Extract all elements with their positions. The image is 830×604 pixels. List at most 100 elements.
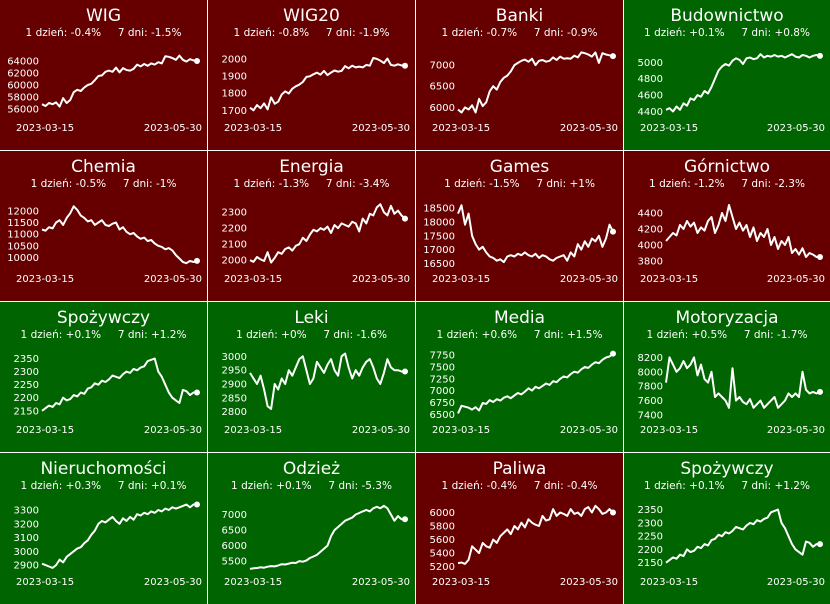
last-point <box>610 228 616 235</box>
y-tick-label: 6000 <box>430 103 455 114</box>
line-chart: 16500 17000 17500 18000 18500 2023-03-15 2023-… <box>423 204 618 285</box>
series-line <box>41 357 197 412</box>
last-point <box>817 541 823 548</box>
x-start-date: 2023-03-15 <box>432 577 490 588</box>
panel-13: Odzież 1 dzień: +0.1% 7 dni: -5.3% 5500 600… <box>208 453 415 604</box>
panel-title: WIG20 <box>283 6 340 26</box>
x-end-date: 2023-05-30 <box>767 123 825 134</box>
day7-label: 7 dni: <box>743 329 774 341</box>
y-tick-label: 18500 <box>423 204 455 215</box>
y-tick-label: 1700 <box>222 106 247 117</box>
panel-title: Chemia <box>71 157 136 177</box>
change-summary: 1 dzień: +0.5% 7 dni: -1.7% <box>624 329 830 341</box>
series-line <box>457 504 614 565</box>
day1-value: -0.4% <box>67 27 102 39</box>
day7-value: -1.5% <box>147 27 182 39</box>
series-line <box>41 54 198 108</box>
x-start-date: 2023-03-15 <box>432 425 490 436</box>
y-tick-label: 5400 <box>430 549 455 560</box>
day7-value: -0.9% <box>563 27 598 39</box>
change-summary: 1 dzień: -0.5% 7 dni: -1% <box>0 178 207 190</box>
day1-label: 1 dzień: <box>25 27 68 39</box>
line-chart: 6000 6500 7000 2023-03-15 2023-05-30 <box>430 51 618 134</box>
day1-label: 1 dzień: <box>233 178 276 190</box>
y-tick-label: 7800 <box>638 382 663 393</box>
day7-label: 7 dni: <box>741 27 772 39</box>
y-tick-label: 2300 <box>222 208 247 219</box>
panel-15: Spożywczy 1 dzień: +0.1% 7 dni: +1.2% 2150… <box>624 453 830 604</box>
day1-value: -1.2% <box>690 178 725 190</box>
x-end-date: 2023-05-30 <box>767 274 825 285</box>
panel-8: Spożywczy 1 dzień: +0.1% 7 dni: +1.2% 2150… <box>0 302 207 452</box>
change-summary: 1 dzień: -0.8% 7 dni: -1.9% <box>208 27 415 39</box>
day1-label: 1 dzień: <box>233 27 276 39</box>
y-tick-label: 2000 <box>222 256 247 267</box>
y-tick-label: 4600 <box>638 91 663 102</box>
last-point <box>194 501 200 508</box>
y-tick-label: 2000 <box>222 54 247 65</box>
change-summary: 1 dzień: +0.1% 7 dni: -5.3% <box>208 480 415 492</box>
panel-7: Górnictwo 1 dzień: -1.2% 7 dni: -2.3% 3800… <box>624 151 830 301</box>
panel-0: WIG 1 dzień: -0.4% 7 dni: -1.5% 56000 58000… <box>0 0 207 150</box>
y-tick-label: 5600 <box>430 535 455 546</box>
x-start-date: 2023-03-15 <box>16 577 74 588</box>
x-end-date: 2023-05-30 <box>352 425 410 436</box>
line-chart: 2150 2200 2250 2300 2350 2023-03-15 2023-05-30 <box>638 505 825 588</box>
change-summary: 1 dzień: +0.6% 7 dni: +1.5% <box>416 329 623 341</box>
day7-value: -2.3% <box>771 178 805 190</box>
x-start-date: 2023-03-15 <box>224 274 282 285</box>
day1-label: 1 dzień: <box>436 329 479 341</box>
change-summary: 1 dzień: +0% 7 dni: -1.6% <box>208 329 415 341</box>
series-line <box>665 508 820 564</box>
y-tick-label: 4800 <box>638 74 663 85</box>
x-end-date: 2023-05-30 <box>767 425 825 436</box>
x-start-date: 2023-03-15 <box>16 425 74 436</box>
x-end-date: 2023-05-30 <box>560 425 618 436</box>
last-point <box>194 257 200 264</box>
x-end-date: 2023-05-30 <box>144 577 202 588</box>
change-summary: 1 dzień: -1.3% 7 dni: -3.4% <box>208 178 415 190</box>
panel-title: Media <box>493 308 546 328</box>
y-tick-label: 7250 <box>430 374 455 385</box>
x-end-date: 2023-05-30 <box>352 123 410 134</box>
y-tick-label: 5000 <box>638 58 663 69</box>
y-tick-label: 3000 <box>222 352 247 363</box>
last-point <box>402 516 408 523</box>
series-line <box>665 356 821 409</box>
change-summary: 1 dzień: +0.1% 7 dni: +1.2% <box>0 329 207 341</box>
series-line <box>457 352 614 414</box>
series-line <box>457 204 614 264</box>
y-tick-label: 3200 <box>14 519 39 530</box>
y-tick-label: 7000 <box>430 61 455 72</box>
change-summary: 1 dzień: +0.1% 7 dni: +0.8% <box>624 27 830 39</box>
day7-label: 7 dni: <box>122 178 153 190</box>
series-line <box>41 503 197 569</box>
x-start-date: 2023-03-15 <box>224 577 282 588</box>
series-line <box>249 352 405 410</box>
change-summary: 1 dzień: -0.4% 7 dni: -1.5% <box>0 27 207 39</box>
line-chart: 3800 4000 4200 4400 2023-03-15 2023-05-30 <box>638 204 825 285</box>
panel-title: Nieruchomości <box>40 459 167 479</box>
y-tick-label: 3100 <box>14 533 39 544</box>
y-tick-label: 7000 <box>222 510 247 521</box>
x-start-date: 2023-03-15 <box>640 425 698 436</box>
day7-label: 7 dni: <box>117 480 148 492</box>
x-start-date: 2023-03-15 <box>224 425 282 436</box>
day7-value: -3.4% <box>355 178 390 190</box>
day1-value: +0.5% <box>688 329 728 341</box>
y-tick-label: 4200 <box>638 225 663 236</box>
x-end-date: 2023-05-30 <box>767 577 825 588</box>
y-tick-label: 7500 <box>430 362 455 373</box>
y-tick-label: 11500 <box>7 218 39 229</box>
day1-value: -1.3% <box>275 178 310 190</box>
y-tick-label: 6500 <box>430 82 455 93</box>
panel-title: Energia <box>279 157 344 177</box>
x-start-date: 2023-03-15 <box>640 274 698 285</box>
day1-label: 1 dzień: <box>441 27 484 39</box>
day1-value: +0.1% <box>685 480 725 492</box>
panel-5: Energia 1 dzień: -1.3% 7 dni: -3.4% 2000 21… <box>208 151 415 301</box>
day7-value: -5.3% <box>358 480 392 492</box>
day7-label: 7 dni: <box>117 329 148 341</box>
series-line <box>457 51 614 114</box>
panel-12: Nieruchomości 1 dzień: +0.3% 7 dni: +0.1%… <box>0 453 207 604</box>
